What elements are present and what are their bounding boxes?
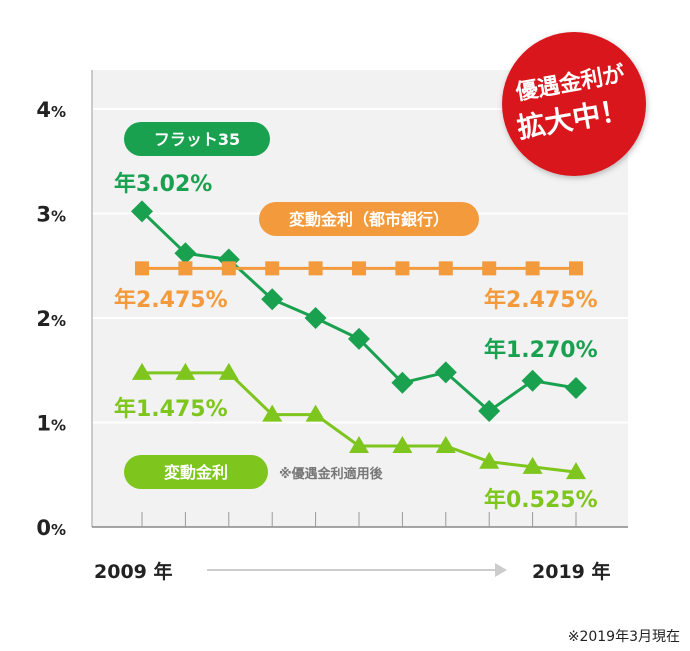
bank-start-label: 年2.475% — [114, 287, 228, 313]
x-end-label: 2019 年 — [532, 560, 611, 583]
flat35-end-label: 年1.270% — [484, 337, 598, 363]
point-1-0 — [135, 261, 149, 276]
point-1-7 — [438, 261, 453, 276]
x-start-label: 2009 年 — [94, 560, 173, 583]
point-0-9 — [521, 369, 544, 392]
point-1-4 — [308, 261, 323, 276]
y-tick-label-2: 2% — [36, 307, 66, 331]
point-1-9 — [525, 261, 540, 276]
point-1-1 — [178, 261, 193, 276]
point-0-7 — [434, 361, 457, 384]
point-0-5 — [348, 327, 370, 350]
point-0-8 — [478, 400, 501, 423]
legend-bank-variable-pill — [259, 202, 479, 236]
legend-flat35-pill — [124, 122, 270, 156]
point-1-2 — [221, 261, 236, 276]
point-0-1 — [174, 242, 197, 265]
point-2-1 — [175, 362, 196, 380]
point-2-2 — [218, 362, 239, 380]
flat35-start-label: 年3.02% — [114, 171, 212, 197]
point-2-6 — [392, 436, 413, 454]
footnote: ※2019年3月現在 — [567, 629, 680, 645]
point-1-5 — [352, 261, 366, 276]
y-tick-label-1: 1% — [36, 412, 66, 436]
point-2-9 — [522, 456, 543, 474]
bank-end-label: 年2.475% — [484, 287, 598, 313]
point-2-8 — [479, 451, 500, 469]
point-2-7 — [435, 436, 456, 454]
point-0-0 — [131, 200, 153, 223]
y-tick-label-0: 0% — [36, 516, 66, 540]
point-0-6 — [391, 371, 414, 394]
point-2-4 — [305, 404, 326, 422]
legend-variable-pill — [124, 455, 268, 489]
timeline-arrow-head — [495, 563, 507, 577]
variable-end-label: 年0.525% — [484, 487, 598, 513]
y-tick-label-3: 3% — [36, 203, 66, 227]
point-2-3 — [262, 404, 283, 422]
point-1-10 — [569, 261, 583, 276]
point-0-10 — [565, 377, 587, 400]
point-1-3 — [265, 261, 280, 276]
point-0-4 — [304, 307, 327, 329]
point-2-0 — [132, 362, 152, 380]
promo-badge — [502, 32, 646, 176]
point-2-5 — [349, 436, 369, 454]
legend-bank-variable-label: 変動金利（都市銀行） — [289, 210, 449, 229]
point-1-6 — [395, 261, 410, 276]
legend-variable-label: 変動金利 — [164, 463, 228, 482]
legend-flat35-label: フラット35 — [154, 130, 240, 149]
variable-note: ※優遇金利適用後 — [279, 466, 384, 482]
variable-start-label: 年1.475% — [114, 396, 228, 422]
point-1-8 — [482, 261, 497, 276]
point-2-10 — [566, 462, 586, 480]
y-tick-label-4: 4% — [36, 98, 66, 122]
point-0-3 — [261, 288, 284, 311]
